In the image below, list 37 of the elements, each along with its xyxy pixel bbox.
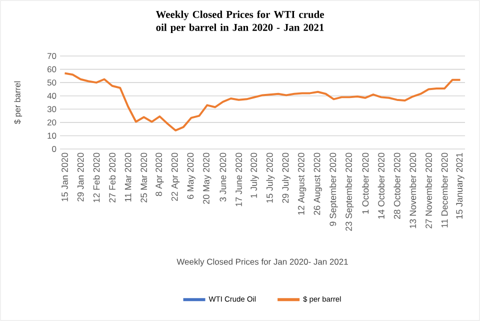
y-tick-label: 40: [47, 92, 56, 99]
y-tick-label: 0: [52, 146, 56, 152]
x-tick-label: 23 September 2020: [345, 152, 354, 231]
y-tick-label: 30: [47, 106, 56, 112]
y-tick-label: 60: [48, 66, 56, 72]
x-tick-label: 26 August 2020: [314, 152, 322, 215]
x-tick-label: 1 July 2020: [250, 152, 259, 198]
x-tick-label: 6 May 2020: [187, 152, 196, 199]
x-tick-label: 1 October 2020: [362, 152, 369, 214]
x-tick-label: 15 July 2020: [266, 152, 275, 203]
chart-title: Weekly Closed Prices for WTI crude oil per barrel in Jan 2020 - Jan 2021: [156, 10, 324, 34]
x-tick-label: 11 Mar 2020: [124, 152, 132, 202]
x-tick-label: 3 June 2020: [220, 152, 226, 202]
x-tick-label: 8 Apr 2020: [156, 152, 164, 196]
y-tick-label: 50: [47, 80, 56, 86]
y-axis-title: $ per barrel: [14, 81, 22, 124]
x-tick-label: 27 November 2020: [425, 152, 432, 228]
x-tick-label: 14 October 2020: [378, 152, 384, 219]
x-tick-label: 13 November 2020: [410, 152, 416, 228]
x-tick-label: 29 July 2020: [282, 152, 290, 203]
x-tick-label: 17 June 2020: [236, 152, 242, 206]
y-tick-label: 10: [48, 132, 56, 139]
x-tick-label: 12 Feb 2020: [93, 152, 100, 202]
x-tick-label: 15 January 2021: [456, 152, 464, 219]
x-axis-title: Weekly Closed Prices for Jan 2020- Jan 2021: [176, 258, 348, 266]
x-tick-label: 25 Mar 2020: [140, 152, 148, 202]
x-tick-label: 20 May 2020: [203, 152, 212, 204]
x-tick-label: 28 October 2020: [394, 152, 400, 219]
x-tick-label: 9 September 2020: [330, 152, 338, 226]
x-tick-label: 12 August 2020: [298, 152, 306, 215]
x-tick-label: 27 Feb 2020: [108, 152, 116, 202]
y-tick-label: 70: [48, 53, 56, 59]
x-tick-label: 15 Jan 2020: [62, 152, 68, 202]
x-tick-label: 29 Jan 2020: [77, 152, 84, 202]
x-tick-label: 11 December 2020: [441, 152, 448, 228]
y-tick-label: 20: [47, 119, 56, 126]
x-tick-label: 22 Apr 2020: [171, 152, 180, 201]
